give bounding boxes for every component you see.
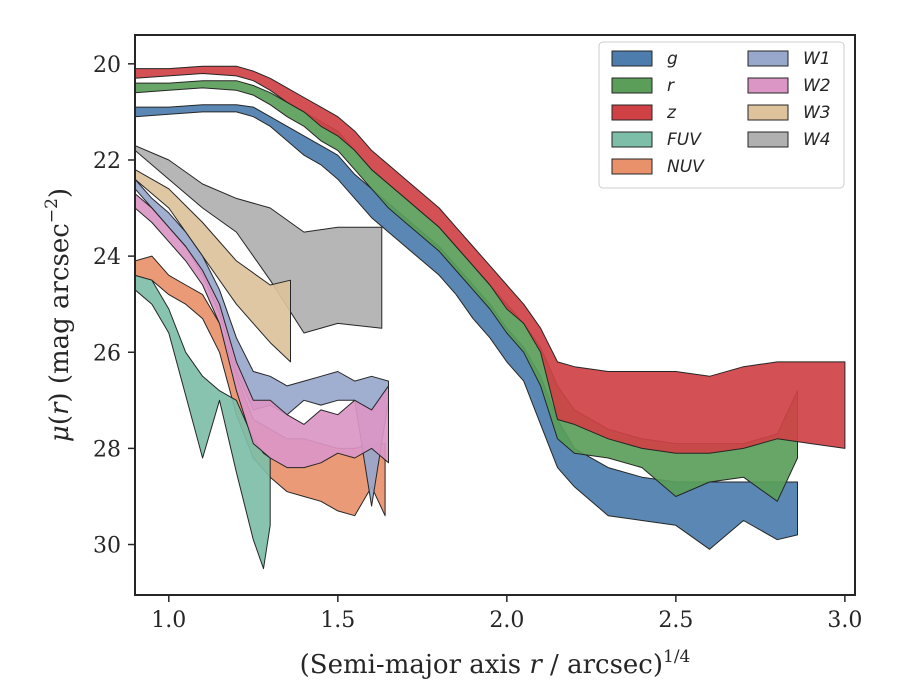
series-layer	[135, 65, 846, 570]
x-tick-label: 1.0	[151, 608, 186, 633]
plot-frame	[134, 34, 856, 596]
x-tick-label: 1.5	[320, 608, 355, 633]
y-axis-label-rest: ) (mag arcsec	[45, 223, 75, 402]
y-tick-label: 28	[93, 437, 121, 462]
y-axis-label-open: (	[45, 415, 75, 425]
x-tick-label: 2.0	[489, 608, 524, 633]
legend-label-r: r	[667, 76, 675, 96]
y-tick-label: 30	[93, 534, 121, 559]
legend-label-w3: W3	[803, 103, 831, 123]
legend-swatch-w3	[747, 104, 789, 121]
series-band-z	[135, 65, 846, 454]
legend-swatch-z	[611, 104, 653, 121]
legend-swatch-fuv	[611, 131, 653, 148]
legend-swatch-w1	[747, 50, 789, 67]
y-tick-label: 26	[93, 341, 121, 366]
y-axis-label-mu: μ	[45, 425, 75, 442]
y-axis-label-var: r	[45, 401, 75, 415]
series-band-w2	[135, 193, 389, 469]
legend-label-w1: W1	[803, 49, 831, 69]
legend-label-fuv: FUV	[667, 130, 702, 150]
x-axis-label-sup: 1/4	[663, 647, 690, 667]
y-tick-label: 22	[93, 149, 121, 174]
x-axis-label: (Semi-major axis r / arcsec)1/4	[300, 647, 691, 680]
series-band-g	[135, 104, 798, 550]
x-tick-label: 2.5	[658, 608, 693, 633]
legend-label-w4: W4	[803, 130, 831, 150]
y-tick-label: 24	[93, 245, 121, 270]
legend: W4 W3 NUV W1 FUV W2 grz	[598, 41, 845, 189]
ticks-layer: 1.0 1.5 2.0 2.5 3.0 20 22 24 26 28 30	[93, 53, 862, 633]
series-band-w4	[135, 145, 383, 334]
legend-label-nuv: NUV	[667, 157, 705, 177]
legend-label-z: z	[666, 103, 677, 123]
legend-swatch-r	[611, 77, 653, 94]
legend-swatch-w4	[747, 131, 789, 148]
series-band-fuv	[135, 274, 271, 570]
legend-swatch-w2	[747, 77, 789, 94]
x-tick-label: 3.0	[827, 608, 862, 633]
legend-label-w2: W2	[803, 76, 831, 96]
y-axis-label-sup: −2	[42, 198, 62, 223]
x-axis-label-var: r	[529, 650, 543, 680]
series-band-w3	[135, 169, 291, 363]
legend-swatch-g	[611, 50, 653, 67]
y-axis-label: μ(r) (mag arcsec−2)	[42, 188, 75, 442]
y-axis-label-close: )	[45, 188, 75, 198]
legend-label-g: g	[667, 49, 678, 69]
y-tick-label: 20	[93, 53, 121, 78]
x-axis-label-prefix: (Semi-major axis	[300, 650, 530, 680]
legend-swatch-nuv	[611, 158, 653, 175]
x-axis-label-suffix: / arcsec)	[542, 650, 663, 680]
